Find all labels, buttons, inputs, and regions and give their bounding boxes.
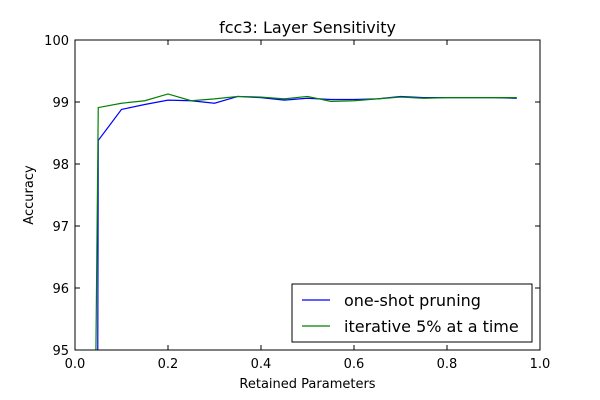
legend-label-1: iterative 5% at a time <box>344 317 519 336</box>
y-tick-label: 99 <box>52 96 69 111</box>
legend-box <box>291 283 533 343</box>
y-tick-label: 100 <box>44 34 69 49</box>
x-tick-label: 1.0 <box>530 357 551 372</box>
legend-label-0: one-shot pruning <box>344 291 481 310</box>
plot-frame <box>74 39 541 351</box>
x-tick-label: 0.2 <box>158 357 179 372</box>
plot-area: 0.0 0.2 0.4 0.6 0.8 1.0 95 96 97 98 99 100 <box>44 34 550 372</box>
y-tick-label: 98 <box>52 158 69 173</box>
y-tick-label: 95 <box>52 344 69 359</box>
x-axis-label: Retained Parameters <box>239 377 375 392</box>
x-tick-label: 0.6 <box>344 357 365 372</box>
y-tick-label: 97 <box>52 220 69 235</box>
y-tick-label: 96 <box>52 282 69 297</box>
legend: one-shot pruning iterative 5% at a time <box>291 283 533 343</box>
x-tick-label: 0.4 <box>251 357 272 372</box>
x-tick-label: 0.0 <box>65 357 86 372</box>
x-tick-label: 0.8 <box>437 357 458 372</box>
series-line-1 <box>95 93 517 350</box>
y-axis-label: Accuracy <box>22 165 37 225</box>
chart-title: fcc3: Layer Sensitivity <box>219 18 396 37</box>
